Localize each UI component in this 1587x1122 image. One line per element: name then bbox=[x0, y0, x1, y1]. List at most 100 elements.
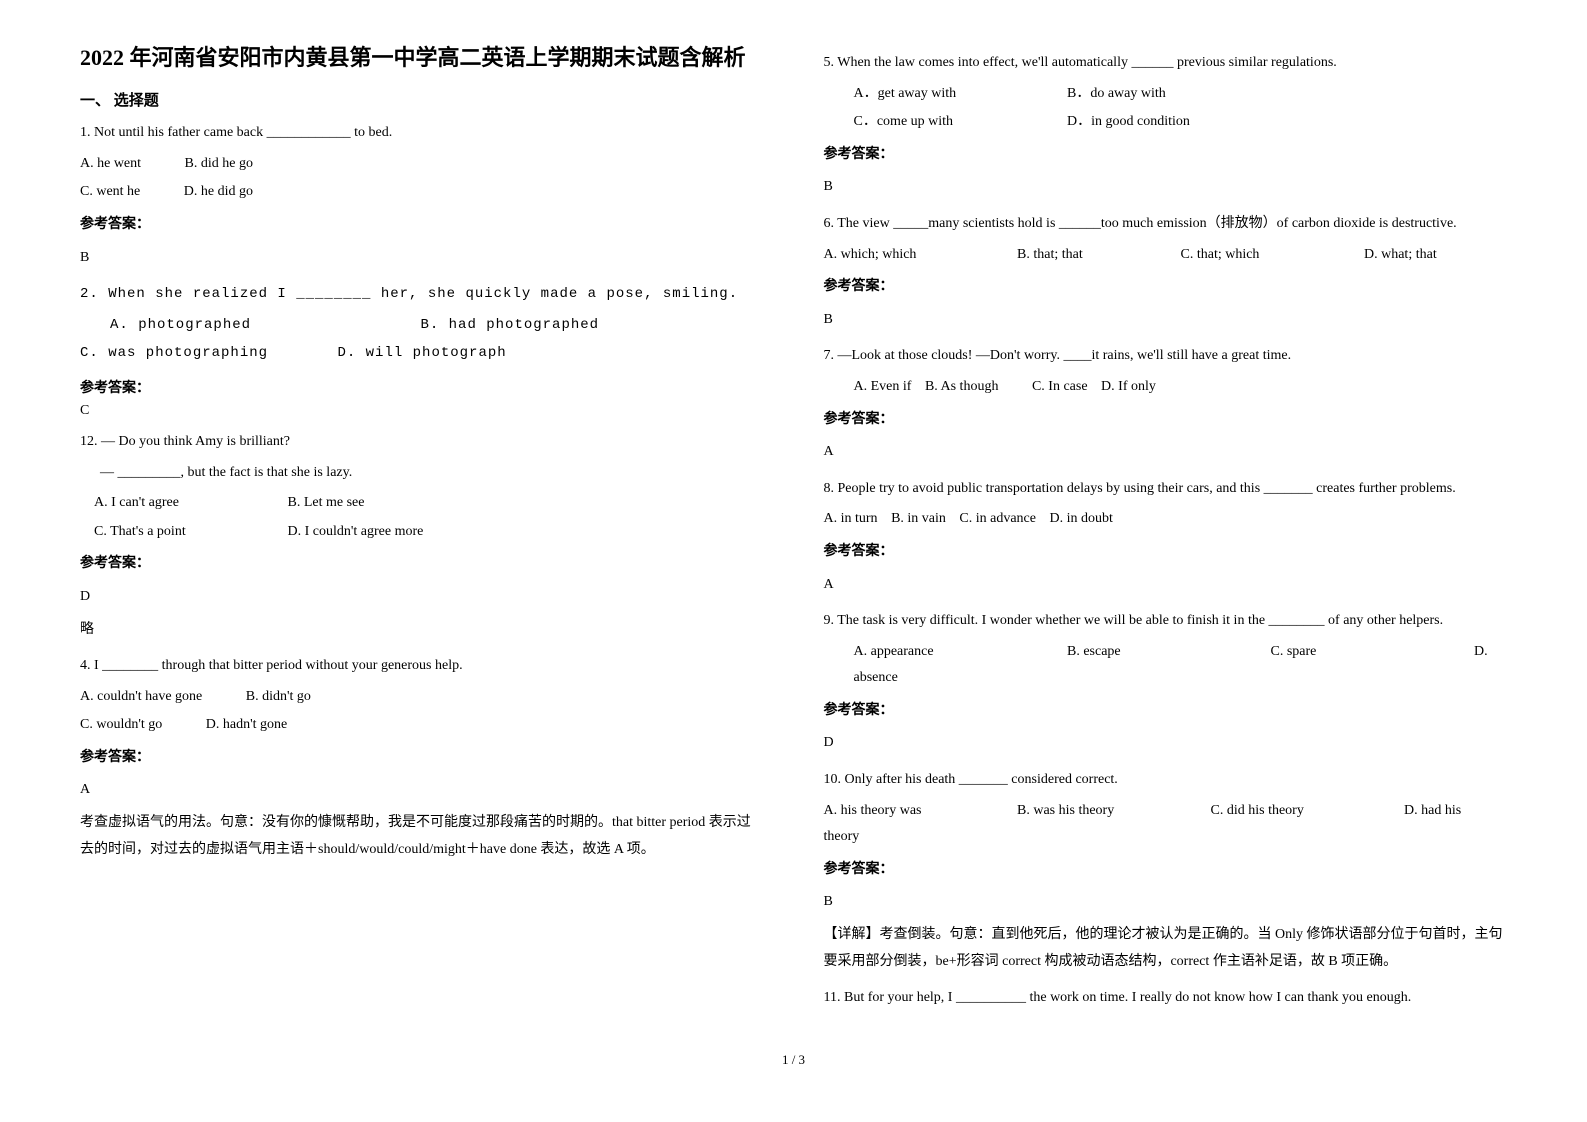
options-row: A. photographed B. had photographed bbox=[80, 312, 764, 339]
answer-label: 参考答案： bbox=[824, 698, 1508, 725]
answer: A bbox=[80, 777, 764, 804]
question-7: 7. —Look at those clouds! —Don't worry. … bbox=[824, 343, 1508, 465]
answer: B bbox=[824, 174, 1508, 201]
answer-label: 参考答案： bbox=[824, 407, 1508, 434]
options-row: A．get away with B．do away with bbox=[824, 81, 1508, 108]
option-a: A. his theory was bbox=[824, 798, 974, 825]
option-d: D. what; that bbox=[1364, 247, 1437, 262]
question-9: 9. The task is very difficult. I wonder … bbox=[824, 608, 1508, 757]
answer: B bbox=[824, 307, 1508, 334]
answer-label: 参考答案： bbox=[80, 551, 764, 578]
option-c: C. in advance bbox=[959, 511, 1036, 526]
right-column: 5. When the law comes into effect, we'll… bbox=[824, 40, 1508, 1022]
option-c: C. went he bbox=[80, 184, 140, 199]
option-a: A. couldn't have gone bbox=[80, 689, 202, 704]
answer-label: 参考答案： bbox=[80, 745, 764, 772]
option-a: A．get away with bbox=[854, 81, 1024, 108]
explanation: 【详解】考查倒装。句意：直到他死后，他的理论才被认为是正确的。当 Only 修饰… bbox=[824, 922, 1508, 975]
question-6: 6. The view _____many scientists hold is… bbox=[824, 211, 1508, 333]
answer: B bbox=[80, 245, 764, 272]
option-a: A. appearance bbox=[854, 639, 1024, 666]
question-3: 12. — Do you think Amy is brilliant? — _… bbox=[80, 429, 764, 643]
question-text: 11. But for your help, I __________ the … bbox=[824, 985, 1508, 1012]
option-d: D. I couldn't agree more bbox=[288, 524, 424, 539]
question-text: 12. — Do you think Amy is brilliant? bbox=[80, 429, 764, 456]
answer-label: 参考答案： bbox=[824, 539, 1508, 566]
question-text: 5. When the law comes into effect, we'll… bbox=[824, 50, 1508, 77]
answer-label: 参考答案： bbox=[824, 274, 1508, 301]
question-11: 11. But for your help, I __________ the … bbox=[824, 985, 1508, 1012]
options-row: A. Even if B. As though C. In case D. If… bbox=[824, 374, 1508, 401]
option-c: C. wouldn't go bbox=[80, 717, 162, 732]
option-d: D. If only bbox=[1101, 379, 1156, 394]
answer: A bbox=[824, 572, 1508, 599]
option-c: C. spare bbox=[1271, 639, 1431, 666]
option-a: A. in turn bbox=[824, 511, 878, 526]
answer: B bbox=[824, 889, 1508, 916]
option-a: A. which; which bbox=[824, 242, 974, 269]
answer-label: 参考答案： bbox=[80, 212, 764, 239]
options-row: C. went he D. he did go bbox=[80, 179, 764, 206]
section-header: 一、 选择题 bbox=[80, 89, 764, 110]
question-text: 8. People try to avoid public transporta… bbox=[824, 476, 1508, 503]
options-row: C. wouldn't go D. hadn't gone bbox=[80, 712, 764, 739]
answer-label: 参考答案： bbox=[80, 377, 764, 397]
option-b: B. was his theory bbox=[1017, 798, 1167, 825]
option-c: C. did his theory bbox=[1211, 798, 1361, 825]
option-d: D. hadn't gone bbox=[206, 717, 287, 732]
option-d: D. will photograph bbox=[337, 345, 506, 361]
options-row: A. in turn B. in vain C. in advance D. i… bbox=[824, 506, 1508, 533]
question-text: 9. The task is very difficult. I wonder … bbox=[824, 608, 1508, 635]
options-row: A. appearance B. escape C. spare D. abse… bbox=[824, 639, 1508, 692]
option-a: A. he went bbox=[80, 156, 141, 171]
note: 略 bbox=[80, 617, 764, 644]
option-c: C. was photographing bbox=[80, 345, 268, 361]
option-b: B. didn't go bbox=[246, 689, 311, 704]
option-c: C. that; which bbox=[1181, 242, 1321, 269]
question-5: 5. When the law comes into effect, we'll… bbox=[824, 50, 1508, 201]
question-8: 8. People try to avoid public transporta… bbox=[824, 476, 1508, 598]
explanation: 考查虚拟语气的用法。句意：没有你的慷慨帮助，我是不可能度过那段痛苦的时期的。th… bbox=[80, 810, 764, 863]
option-b: B. As though bbox=[925, 379, 999, 394]
question-1: 1. Not until his father came back ______… bbox=[80, 120, 764, 271]
answer: D bbox=[824, 730, 1508, 757]
option-c: C. That's a point bbox=[94, 519, 244, 546]
option-d: D. he did go bbox=[184, 184, 253, 199]
option-d: D. in doubt bbox=[1050, 511, 1113, 526]
options-row: A. couldn't have gone B. didn't go bbox=[80, 684, 764, 711]
question-text: 10. Only after his death _______ conside… bbox=[824, 767, 1508, 794]
answer: D bbox=[80, 584, 764, 611]
page-container: 2022 年河南省安阳市内黄县第一中学高二英语上学期期末试题含解析 一、 选择题… bbox=[80, 40, 1507, 1022]
question-4: 4. I ________ through that bitter period… bbox=[80, 653, 764, 863]
question-text: 7. —Look at those clouds! —Don't worry. … bbox=[824, 343, 1508, 370]
option-b: B. in vain bbox=[891, 511, 946, 526]
option-b: B. that; that bbox=[1017, 242, 1137, 269]
option-a: A. photographed bbox=[110, 317, 251, 333]
option-b: B. had photographed bbox=[420, 317, 599, 333]
answer: C bbox=[80, 403, 764, 419]
options-row: C. was photographing D. will photograph bbox=[80, 340, 764, 367]
question-text: 4. I ________ through that bitter period… bbox=[80, 653, 764, 680]
question-10: 10. Only after his death _______ conside… bbox=[824, 767, 1508, 975]
options-row: C．come up with D．in good condition bbox=[824, 109, 1508, 136]
option-c: C．come up with bbox=[854, 109, 1024, 136]
document-title: 2022 年河南省安阳市内黄县第一中学高二英语上学期期末试题含解析 bbox=[80, 40, 764, 75]
left-column: 2022 年河南省安阳市内黄县第一中学高二英语上学期期末试题含解析 一、 选择题… bbox=[80, 40, 764, 1022]
option-b: B．do away with bbox=[1067, 86, 1166, 101]
question-text-2: — _________, but the fact is that she is… bbox=[80, 460, 764, 487]
option-a: A. Even if bbox=[854, 379, 912, 394]
page-number: 1 / 3 bbox=[80, 1052, 1507, 1068]
options-row: A. I can't agree B. Let me see bbox=[80, 490, 764, 517]
option-b: B. did he go bbox=[185, 156, 253, 171]
answer-label: 参考答案： bbox=[824, 142, 1508, 169]
option-d: D．in good condition bbox=[1067, 114, 1190, 129]
option-a: A. I can't agree bbox=[94, 490, 244, 517]
option-c: C. In case bbox=[1032, 379, 1088, 394]
question-text: 6. The view _____many scientists hold is… bbox=[824, 211, 1508, 238]
option-b: B. Let me see bbox=[288, 495, 365, 510]
options-row: C. That's a point D. I couldn't agree mo… bbox=[80, 519, 764, 546]
answer: A bbox=[824, 439, 1508, 466]
option-b: B. escape bbox=[1067, 639, 1227, 666]
options-row: A. his theory was B. was his theory C. d… bbox=[824, 798, 1508, 851]
options-row: A. which; which B. that; that C. that; w… bbox=[824, 242, 1508, 269]
